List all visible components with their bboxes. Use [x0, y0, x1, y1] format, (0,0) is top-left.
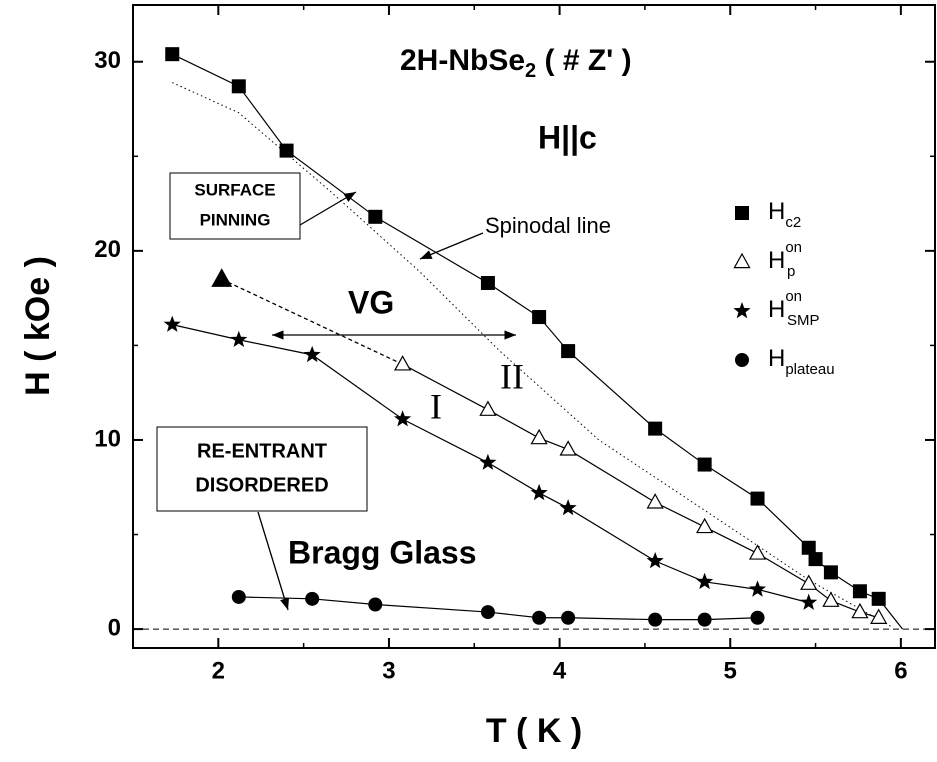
- marker: [750, 610, 765, 625]
- x-tick-label: 3: [382, 657, 395, 684]
- marker: [480, 276, 495, 291]
- legend-sub: SMP: [787, 312, 820, 329]
- marker: [559, 440, 577, 456]
- annotation: Spinodal line: [485, 213, 611, 238]
- marker: [648, 612, 663, 627]
- marker: [279, 143, 294, 158]
- chart-title: 2H-NbSe2 ( # Z' ): [400, 44, 632, 82]
- plot-frame: [132, 4, 936, 649]
- annotation: DISORDERED: [195, 474, 328, 496]
- marker: [165, 47, 180, 62]
- marker: [231, 79, 246, 94]
- marker: [750, 491, 765, 506]
- marker: [394, 410, 412, 427]
- arrow: [257, 511, 290, 611]
- annotation: RE-ENTRANT: [197, 440, 327, 462]
- x-tick-label: 4: [553, 657, 567, 684]
- marker: [479, 453, 497, 470]
- annotation: SURFACE: [194, 180, 275, 199]
- marker: [559, 499, 577, 516]
- vg-label: VG: [348, 284, 394, 320]
- marker: [368, 597, 383, 612]
- annotation-box: [156, 426, 368, 512]
- marker: [230, 330, 248, 347]
- marker: [532, 610, 547, 625]
- legend-label: Hon SMP: [768, 288, 820, 329]
- marker: [646, 552, 664, 569]
- marker: [733, 252, 751, 269]
- marker: [532, 310, 547, 325]
- marker: [697, 612, 712, 627]
- marker: [870, 608, 888, 624]
- marker: [368, 209, 383, 224]
- marker: [561, 610, 576, 625]
- annotation: PINNING: [200, 210, 271, 229]
- marker: [305, 591, 320, 606]
- marker: [748, 544, 767, 560]
- marker: [749, 580, 767, 597]
- legend-label: Hplateau: [768, 345, 835, 378]
- x-tick-label: 6: [894, 657, 907, 684]
- legend-label: Hc2: [768, 198, 801, 231]
- legend-symbol: H: [768, 247, 785, 274]
- marker: [479, 400, 497, 416]
- marker: [851, 602, 869, 619]
- arrow: [419, 232, 484, 260]
- legend-sup: on: [785, 239, 802, 256]
- marker: [561, 344, 576, 359]
- marker: [800, 574, 818, 590]
- marker: [480, 605, 495, 620]
- field-label: H||c: [538, 119, 597, 155]
- marker: [163, 315, 181, 332]
- marker: [735, 206, 749, 220]
- legend-symbol: H: [768, 296, 785, 323]
- marker: [733, 302, 751, 319]
- marker: [808, 552, 823, 567]
- series-line: [171, 53, 904, 630]
- marker: [822, 591, 840, 607]
- legend-sup: on: [785, 288, 802, 305]
- legend-symbol: H: [768, 345, 785, 372]
- marker: [530, 483, 548, 501]
- marker: [646, 493, 664, 509]
- x-axis-label: T ( K ): [486, 712, 582, 750]
- y-tick-label: 10: [94, 425, 121, 452]
- legend-sub: c2: [785, 214, 801, 231]
- marker: [871, 591, 886, 606]
- arrow: [299, 191, 357, 226]
- marker: [393, 355, 412, 371]
- y-tick-label: 0: [108, 614, 121, 641]
- marker: [648, 421, 663, 436]
- legend-label: Hon p: [768, 239, 802, 280]
- y-axis-label: H ( kOe ): [19, 256, 57, 396]
- marker: [303, 345, 321, 363]
- marker: [231, 589, 246, 604]
- legend-sub: plateau: [785, 361, 834, 378]
- spinodal-line: [172, 82, 893, 628]
- legend-symbol: H: [768, 198, 785, 225]
- x-tick-label: 2: [212, 657, 225, 684]
- extrapolated-marker: [211, 268, 233, 287]
- bragg-label: Bragg Glass: [288, 534, 477, 570]
- y-tick-label: 30: [94, 47, 121, 74]
- legend-sub: p: [787, 263, 795, 280]
- region-label: II: [500, 356, 524, 396]
- marker: [852, 584, 867, 599]
- marker: [800, 593, 818, 610]
- region-label: I: [430, 386, 442, 426]
- x-tick-label: 5: [724, 657, 737, 684]
- marker: [696, 572, 714, 590]
- y-tick-label: 20: [94, 236, 121, 263]
- marker: [696, 517, 714, 534]
- marker: [530, 428, 548, 445]
- marker: [735, 353, 749, 367]
- marker: [697, 457, 712, 472]
- annotation-box: [169, 172, 301, 240]
- marker: [801, 540, 816, 555]
- marker: [823, 565, 838, 580]
- extrapolation-line: [221, 278, 403, 365]
